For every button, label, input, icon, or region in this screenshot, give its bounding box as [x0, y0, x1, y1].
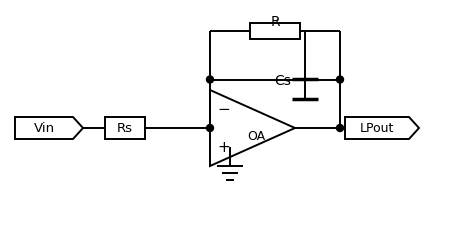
- Text: OA: OA: [247, 130, 266, 143]
- Circle shape: [337, 77, 344, 84]
- Circle shape: [337, 125, 344, 132]
- Circle shape: [206, 125, 213, 132]
- Text: Rs: Rs: [117, 122, 133, 135]
- Polygon shape: [15, 117, 83, 139]
- Circle shape: [206, 77, 213, 84]
- Bar: [250, 24, 300, 40]
- Text: Cs: Cs: [274, 74, 292, 88]
- Bar: [105, 117, 145, 139]
- Text: −: −: [218, 102, 230, 117]
- Text: R: R: [270, 15, 280, 29]
- Polygon shape: [345, 117, 419, 139]
- Text: LPout: LPout: [360, 122, 394, 135]
- Text: Vin: Vin: [33, 122, 54, 135]
- Text: +: +: [218, 140, 230, 155]
